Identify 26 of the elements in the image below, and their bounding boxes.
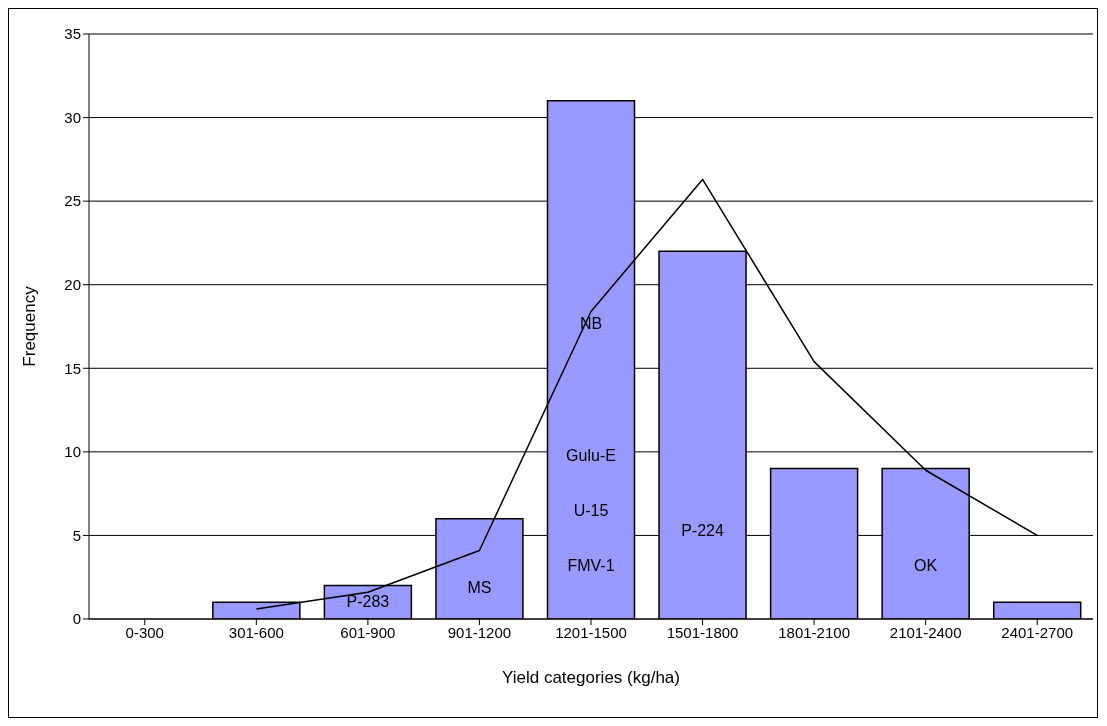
annotation: P-283 bbox=[346, 592, 390, 610]
x-tick-label: 1501-1800 bbox=[666, 623, 739, 641]
x-tick-label: 1801-2100 bbox=[778, 623, 850, 641]
x-tick-label: 901-1200 bbox=[447, 623, 512, 641]
x-tick-label: 301-600 bbox=[228, 623, 284, 641]
y-tick-label: 20 bbox=[64, 276, 81, 294]
y-tick-label: 0 bbox=[72, 610, 81, 628]
x-axis-title: Yield categories (kg/ha) bbox=[502, 668, 680, 688]
y-tick-label: 10 bbox=[64, 443, 81, 461]
annotation: Gulu-E bbox=[566, 446, 616, 464]
y-axis-title: Frequency bbox=[20, 285, 40, 367]
annotation: U-15 bbox=[573, 501, 609, 519]
y-tick-label: 5 bbox=[72, 526, 81, 544]
y-tick-label: 25 bbox=[64, 192, 81, 210]
x-tick-label: 2401-2700 bbox=[1001, 623, 1074, 641]
x-tick-label: 601-900 bbox=[340, 623, 396, 641]
x-tick-label: 0-300 bbox=[125, 623, 164, 641]
y-tick-label: 30 bbox=[64, 108, 81, 126]
y-tick-label: 15 bbox=[64, 359, 81, 377]
annotation: MS bbox=[467, 579, 492, 597]
annotation: P-224 bbox=[681, 522, 724, 540]
y-tick-label: 35 bbox=[64, 25, 81, 43]
x-tick-label: 2101-2400 bbox=[889, 623, 962, 641]
x-tick-label: 1201-1500 bbox=[555, 623, 627, 641]
annotation: OK bbox=[914, 557, 938, 575]
annotation: FMV-1 bbox=[567, 557, 615, 575]
